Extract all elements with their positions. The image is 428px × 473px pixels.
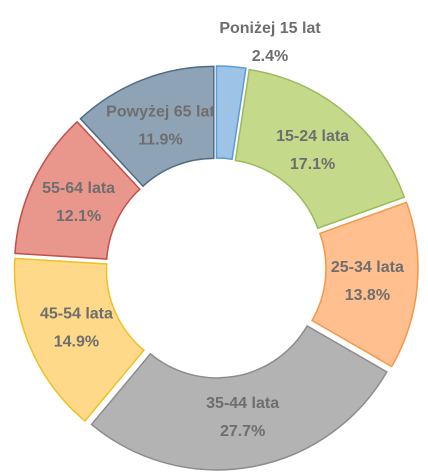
donut-segment — [215, 65, 247, 161]
segment-label: 15-24 lata — [276, 128, 349, 145]
value-label: 12.1% — [56, 208, 101, 225]
donut-segment — [14, 120, 141, 260]
segment-label: 35-44 lata — [206, 395, 279, 412]
donut-segment — [90, 324, 388, 471]
donut-segment — [234, 68, 406, 230]
donut-segment — [79, 65, 215, 188]
value-label: 2.4% — [252, 48, 288, 65]
value-label: 13.8% — [345, 287, 390, 304]
segment-label: 25-34 lata — [331, 259, 404, 276]
segment-label: 45-54 lata — [40, 305, 113, 322]
donut-segment — [311, 201, 419, 368]
value-label: 14.9% — [54, 333, 99, 350]
donut-segment — [13, 257, 145, 422]
segment-label: Powyżej 65 lat — [106, 104, 215, 121]
value-label: 11.9% — [138, 132, 182, 149]
segment-label: Poniżej 15 lat — [219, 20, 321, 37]
value-label: 27.7% — [220, 423, 265, 440]
value-label: 17.1% — [290, 156, 335, 173]
segment-label: 55-64 lata — [42, 180, 115, 197]
